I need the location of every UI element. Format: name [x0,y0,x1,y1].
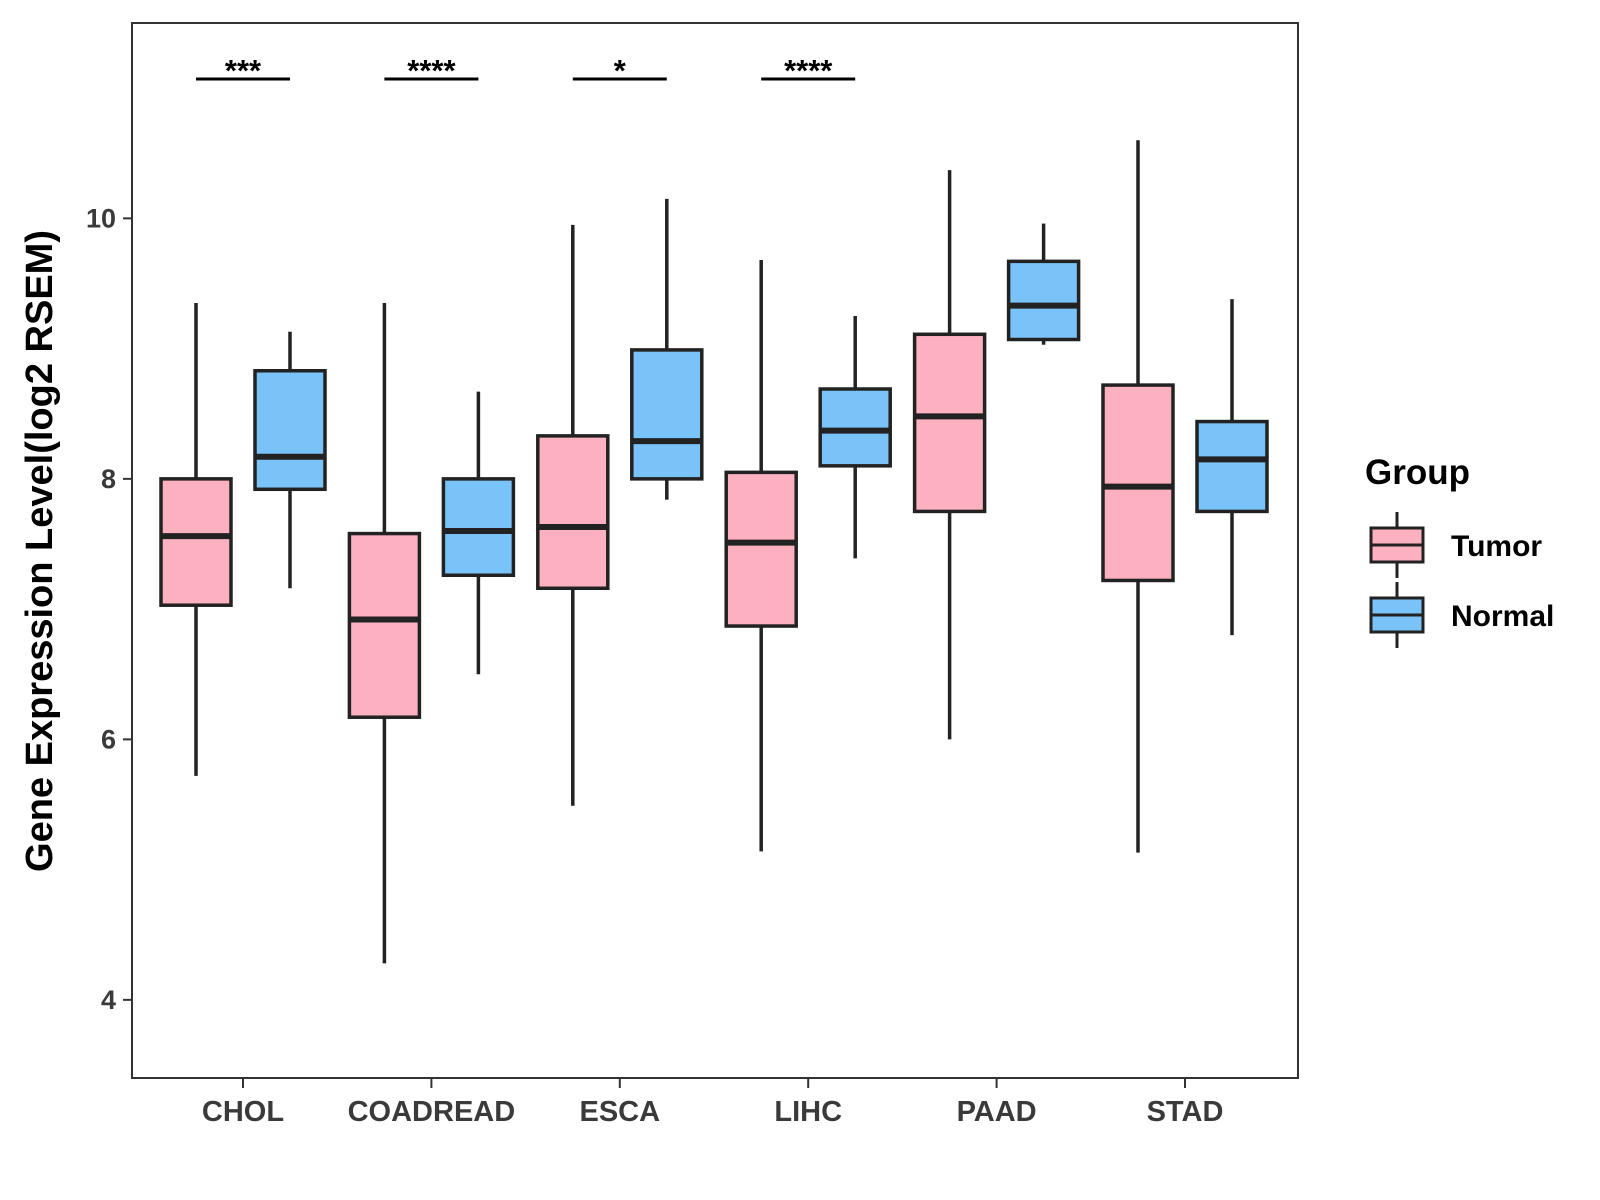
significance-label: *** [225,53,262,88]
box-tumor-coadread [347,303,422,964]
box-iqr [818,387,892,468]
box-tumor-paad [912,170,987,740]
box-tumor-lihc [724,260,798,852]
box-iqr [1101,383,1175,583]
box-iqr [253,369,327,492]
y-tick-label: 10 [86,203,116,233]
y-tick-label: 8 [101,464,116,494]
legend-label: Tumor [1451,530,1542,563]
box-iqr [441,477,516,577]
x-tick-label: STAD [1147,1096,1224,1128]
box-normal-lihc [818,316,892,559]
box-iqr [347,531,422,719]
box-iqr [1195,419,1269,514]
x-axis: CHOL COADREAD ESCA LIHC PAAD STAD [202,1078,1223,1128]
legend-label: Normal [1451,600,1554,633]
legend: Group Tumor Normal [1365,453,1554,648]
x-tick-label: LIHC [774,1096,842,1128]
box-iqr [536,434,610,591]
significance-label: **** [784,53,833,88]
box-tumor-chol [159,303,233,776]
box-tumor-stad [1101,140,1175,853]
significance-layer: *** **** * **** [196,53,856,88]
y-axis: 4 6 8 10 [86,203,132,1015]
box-tumor-esca [536,224,610,806]
significance-label: * [614,53,627,88]
box-normal-paad [1006,223,1081,345]
significance-label: **** [407,53,456,88]
boxes-layer [159,140,1269,964]
x-tick-label: ESCA [580,1096,661,1128]
legend-title: Group [1365,453,1470,492]
x-tick-label: PAAD [957,1096,1037,1128]
box-iqr [724,470,798,628]
box-normal-stad [1195,299,1269,636]
legend-item-normal: Normal [1369,582,1554,648]
x-tick-label: COADREAD [348,1096,516,1128]
box-normal-coadread [441,391,516,675]
plot-panel [131,22,1299,1079]
box-iqr [1006,259,1081,342]
box-normal-esca [630,198,704,500]
box-normal-chol [253,331,327,589]
y-tick-label: 4 [101,985,116,1015]
box-iqr [912,332,987,514]
x-tick-label: CHOL [202,1096,284,1128]
y-axis-title: Gene Expression Level(log2 RSEM) [19,230,61,872]
box-iqr [630,348,704,481]
legend-item-tumor: Tumor [1369,512,1542,578]
box-iqr [159,477,233,607]
y-tick-label: 6 [101,724,116,754]
